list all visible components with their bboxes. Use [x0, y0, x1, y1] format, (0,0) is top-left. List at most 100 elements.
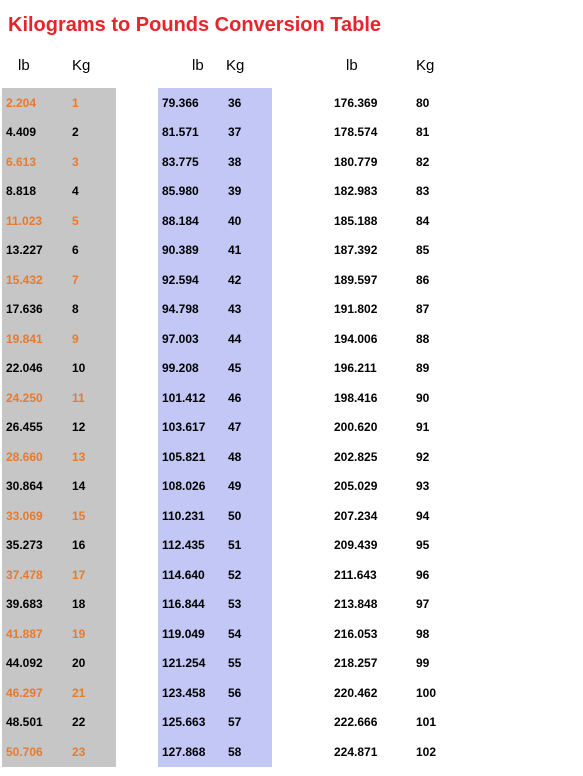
cell-kg: 15 [66, 501, 116, 531]
cell-lb: 28.660 [2, 442, 66, 472]
cell-lb: 110.231 [158, 501, 222, 531]
cell-lb: 15.432 [2, 265, 66, 295]
cell-lb: 191.802 [330, 295, 410, 325]
table-row: 11.0235 [2, 206, 116, 236]
cell-lb: 79.366 [158, 88, 222, 118]
table-row: 198.41690 [330, 383, 454, 413]
cell-lb: 189.597 [330, 265, 410, 295]
cell-lb: 105.821 [158, 442, 222, 472]
table-row: 222.666101 [330, 708, 454, 738]
cell-kg: 3 [66, 147, 116, 177]
table-row: 97.00344 [158, 324, 272, 354]
cell-lb: 83.775 [158, 147, 222, 177]
cell-kg: 9 [66, 324, 116, 354]
table-row: 2.2041 [2, 88, 116, 118]
cell-kg: 51 [222, 531, 272, 561]
cell-lb: 114.640 [158, 560, 222, 590]
cell-kg: 86 [410, 265, 454, 295]
cell-kg: 48 [222, 442, 272, 472]
cell-kg: 12 [66, 413, 116, 443]
cell-lb: 50.706 [2, 737, 66, 767]
cell-lb: 200.620 [330, 413, 410, 443]
table-row: 4.4092 [2, 118, 116, 148]
cell-kg: 98 [410, 619, 454, 649]
table-row: 182.98383 [330, 177, 454, 207]
cell-lb: 8.818 [2, 177, 66, 207]
table-row: 216.05398 [330, 619, 454, 649]
cell-kg: 21 [66, 678, 116, 708]
table-row: 105.82148 [158, 442, 272, 472]
cell-kg: 81 [410, 118, 454, 148]
cell-lb: 33.069 [2, 501, 66, 531]
table-row: 112.43551 [158, 531, 272, 561]
table-row: 189.59786 [330, 265, 454, 295]
table-row: 101.41246 [158, 383, 272, 413]
table-row: 121.25455 [158, 649, 272, 679]
cell-lb: 178.574 [330, 118, 410, 148]
table-row: 79.36636 [158, 88, 272, 118]
table-row: 46.29721 [2, 678, 116, 708]
cell-lb: 2.204 [2, 88, 66, 118]
cell-kg: 90 [410, 383, 454, 413]
cell-lb: 222.666 [330, 708, 410, 738]
cell-kg: 96 [410, 560, 454, 590]
column-header: lb Kg [2, 47, 116, 88]
cell-kg: 53 [222, 590, 272, 620]
cell-lb: 187.392 [330, 236, 410, 266]
cell-lb: 220.462 [330, 678, 410, 708]
table-row: 205.02993 [330, 472, 454, 502]
column-1: lb Kg 2.20414.40926.61338.818411.023513.… [2, 47, 116, 767]
cell-lb: 211.643 [330, 560, 410, 590]
table-row: 6.6133 [2, 147, 116, 177]
cell-kg: 2 [66, 118, 116, 148]
cell-kg: 46 [222, 383, 272, 413]
cell-lb: 194.006 [330, 324, 410, 354]
cell-lb: 90.389 [158, 236, 222, 266]
cell-lb: 22.046 [2, 354, 66, 384]
column-body: 2.20414.40926.61338.818411.023513.227615… [2, 88, 116, 767]
cell-lb: 198.416 [330, 383, 410, 413]
cell-kg: 36 [222, 88, 272, 118]
table-row: 180.77982 [330, 147, 454, 177]
column-2: lb Kg 79.3663681.5713783.7753885.9803988… [158, 47, 272, 767]
table-row: 48.50122 [2, 708, 116, 738]
cell-lb: 46.297 [2, 678, 66, 708]
header-lb: lb [158, 57, 222, 74]
table-row: 213.84897 [330, 590, 454, 620]
cell-lb: 11.023 [2, 206, 66, 236]
table-row: 108.02649 [158, 472, 272, 502]
cell-lb: 202.825 [330, 442, 410, 472]
cell-kg: 56 [222, 678, 272, 708]
cell-lb: 81.571 [158, 118, 222, 148]
table-row: 114.64052 [158, 560, 272, 590]
table-row: 30.86414 [2, 472, 116, 502]
table-row: 17.6368 [2, 295, 116, 325]
cell-lb: 207.234 [330, 501, 410, 531]
column-body: 176.36980178.57481180.77982182.98383185.… [330, 88, 454, 767]
table-row: 116.84453 [158, 590, 272, 620]
cell-kg: 80 [410, 88, 454, 118]
cell-lb: 123.458 [158, 678, 222, 708]
table-row: 119.04954 [158, 619, 272, 649]
cell-kg: 99 [410, 649, 454, 679]
cell-lb: 125.663 [158, 708, 222, 738]
table-row: 90.38941 [158, 236, 272, 266]
cell-kg: 92 [410, 442, 454, 472]
table-row: 37.47817 [2, 560, 116, 590]
cell-lb: 119.049 [158, 619, 222, 649]
cell-lb: 127.868 [158, 737, 222, 767]
column-header: lb Kg [330, 47, 454, 88]
cell-lb: 37.478 [2, 560, 66, 590]
table-row: 110.23150 [158, 501, 272, 531]
cell-lb: 182.983 [330, 177, 410, 207]
conversion-columns: lb Kg 2.20414.40926.61338.818411.023513.… [0, 47, 583, 767]
cell-kg: 16 [66, 531, 116, 561]
table-row: 196.21189 [330, 354, 454, 384]
table-row: 127.86858 [158, 737, 272, 767]
cell-kg: 93 [410, 472, 454, 502]
table-row: 85.98039 [158, 177, 272, 207]
cell-lb: 218.257 [330, 649, 410, 679]
cell-kg: 11 [66, 383, 116, 413]
cell-lb: 6.613 [2, 147, 66, 177]
cell-kg: 101 [410, 708, 454, 738]
